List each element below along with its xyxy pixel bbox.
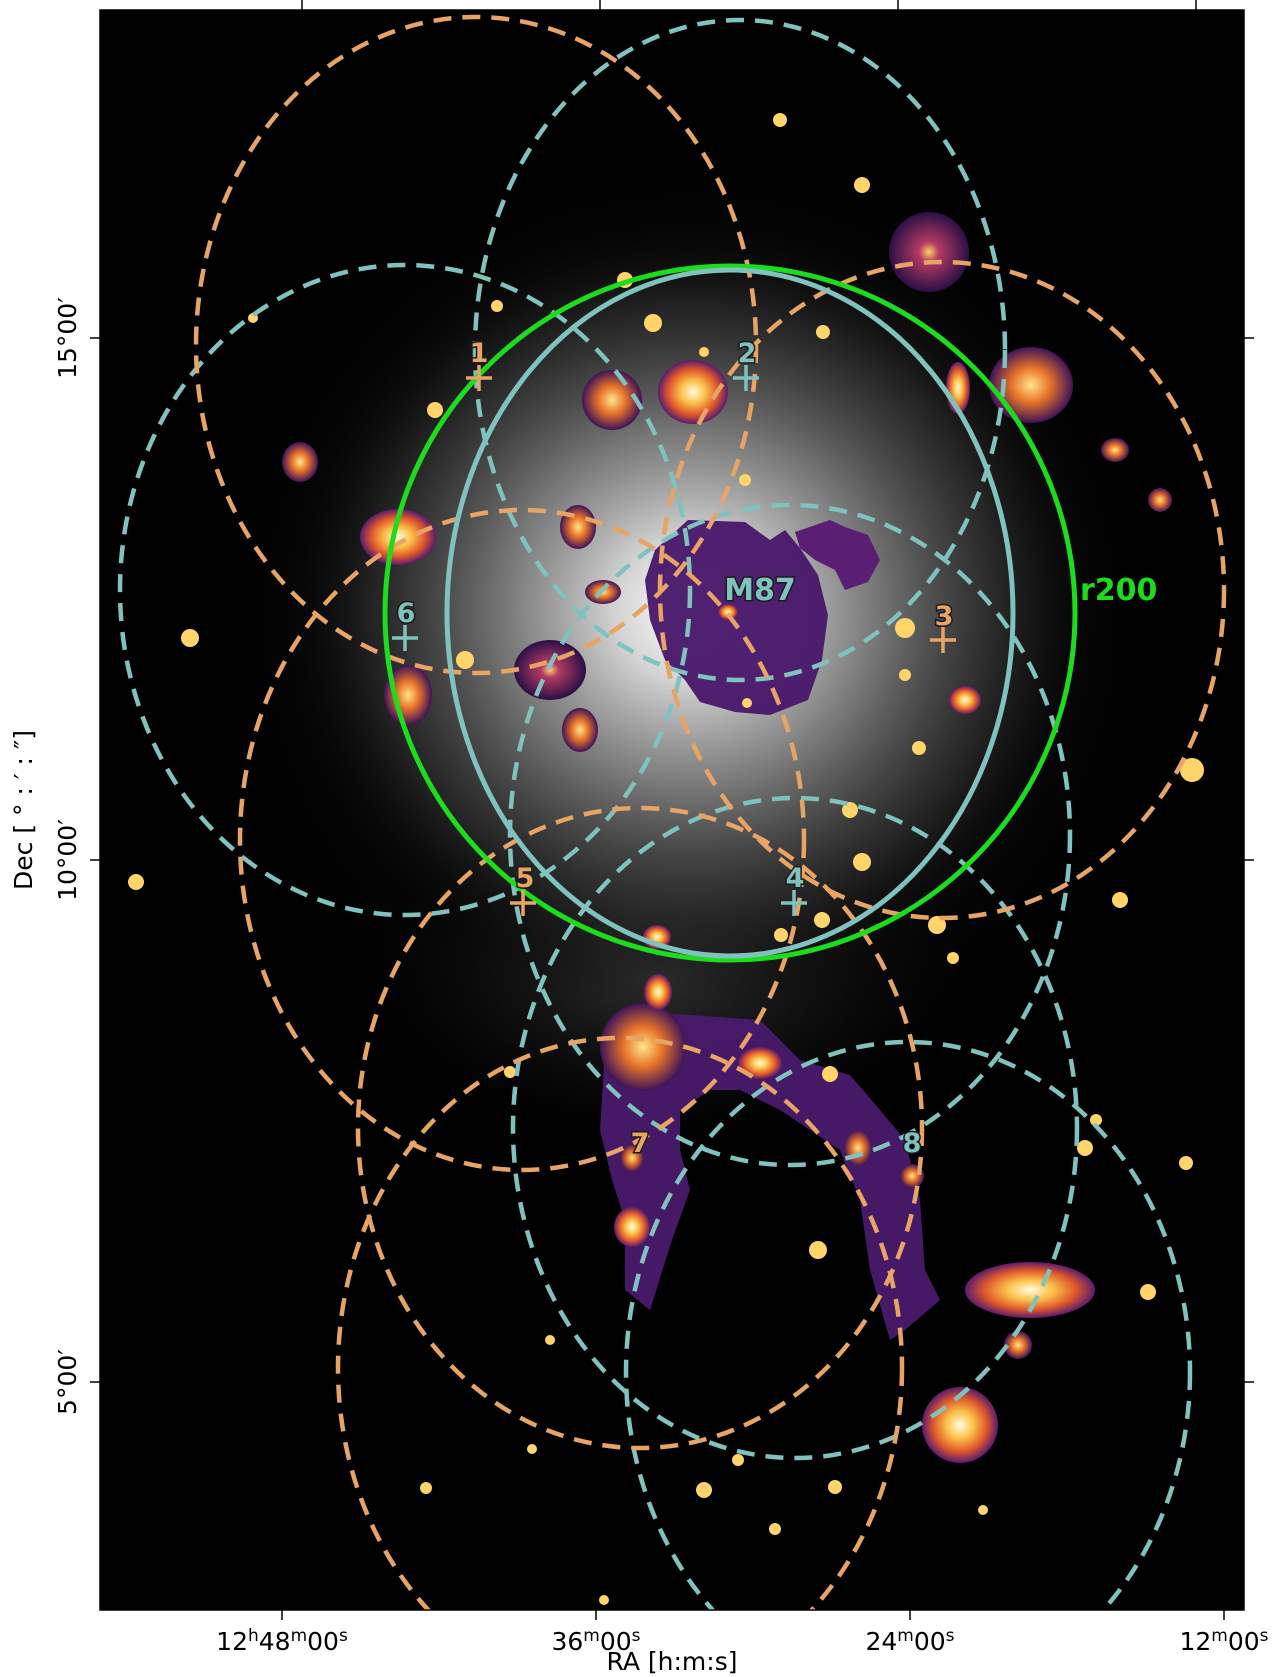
plot-frame (99, 9, 1245, 1611)
marker-3 (930, 627, 956, 653)
galaxy-blob-s3 (614, 1207, 650, 1247)
galaxy-blob-e1 (949, 686, 981, 714)
field-4-ellipse (510, 795, 1080, 1461)
marker-6 (392, 625, 418, 651)
y-axis-title: Dec [ ° : ′ : ″] (9, 730, 38, 890)
galaxy-blob-se3 (922, 1387, 998, 1463)
m87-arm-region (795, 520, 880, 590)
galaxy-blob-ne-large (889, 212, 969, 292)
field-label-8: 8 (903, 1128, 922, 1159)
x-tick-label-3: 24m00s (865, 1626, 954, 1656)
x-tick-label-1: 12h48m00s (216, 1626, 348, 1656)
field-7-ellipse (335, 1035, 905, 1610)
field-label-1: 1 (470, 338, 489, 369)
marker-1 (466, 365, 492, 391)
galaxy-blob-c3 (562, 708, 598, 752)
r200-circle (382, 263, 1078, 963)
r200-label: r200 (1080, 573, 1157, 608)
field-6-ellipse (117, 262, 693, 918)
x-tick-label-4: 12m00s (1179, 1626, 1268, 1656)
field-markers (392, 365, 956, 916)
field-8-ellipse (623, 1039, 1193, 1610)
field-3-ellipse-teal (507, 502, 1073, 1168)
galaxy-blob-s5 (844, 1130, 872, 1166)
y-tick-label-2: 10°00′ (53, 819, 82, 901)
marker-4 (781, 890, 807, 916)
field-label-3: 3 (935, 601, 954, 632)
galaxy-blob-s2 (738, 1047, 782, 1079)
marker-5 (510, 890, 536, 916)
galaxy-blob-n2 (582, 370, 642, 430)
axis-ticks (90, 0, 1254, 1620)
point-sources (128, 113, 1204, 1605)
galaxy-blob-nw (282, 442, 318, 482)
field-2-ellipse (472, 17, 1008, 683)
galaxy-blob-s4 (620, 1144, 644, 1172)
galaxy-blob-ne2 (989, 347, 1073, 423)
field-label-7: 7 (631, 1128, 650, 1159)
field-label-4: 4 (786, 863, 805, 894)
field-label-5: 5 (516, 863, 535, 894)
field-label-2: 2 (738, 338, 757, 369)
orange-fields (193, 14, 1227, 1610)
galaxy-blob-se2 (1004, 1331, 1032, 1359)
teal-fields (117, 17, 1193, 1610)
galaxy-blob-se-pair (965, 1262, 1095, 1318)
y-tick-label-3: 5°00′ (53, 1349, 82, 1415)
galaxy-blob-n1 (658, 360, 728, 424)
galaxy-blob-s7 (644, 974, 672, 1010)
marker-2 (733, 365, 759, 391)
galaxy-blob-c1 (560, 505, 596, 549)
m87-label: M87 (724, 573, 796, 608)
southern-filament-region (600, 1010, 940, 1340)
y-tick-label-1: 15°00′ (53, 297, 82, 379)
field-5-ellipse (237, 507, 807, 1173)
x-axis-title: RA [h:m:s] (607, 1647, 738, 1676)
galaxy-blob-s1 (600, 1003, 686, 1091)
field-label-6: 6 (397, 598, 416, 629)
central-field-ellipse (444, 267, 1016, 959)
galaxy-blob-w1 (360, 509, 436, 565)
galaxy-blob-w3 (384, 665, 432, 725)
m87-core-bright (718, 604, 738, 620)
galaxy-blob-e4 (1101, 438, 1129, 462)
field-3-ellipse (657, 259, 1227, 921)
galaxy-blob-e3 (1148, 488, 1172, 512)
field-5b-ellipse (355, 805, 925, 1451)
